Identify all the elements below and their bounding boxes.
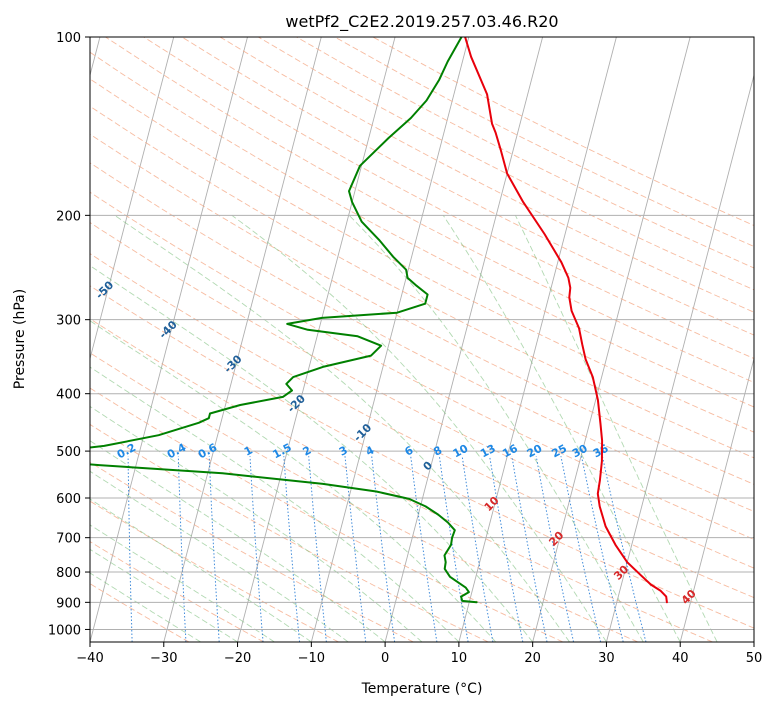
x-tick-label: 0 xyxy=(381,651,389,666)
mixing-ratio-line xyxy=(511,456,548,642)
x-tick-label: 20 xyxy=(524,651,541,666)
y-tick-label: 800 xyxy=(56,566,81,581)
isotherm-line xyxy=(458,37,617,642)
dry-adiabat xyxy=(90,221,754,569)
isotherm-line xyxy=(90,37,175,361)
dry-adiabat xyxy=(90,253,754,599)
x-tick-label: −10 xyxy=(298,651,325,666)
dry-adiabat xyxy=(90,461,414,642)
moist-adiabat xyxy=(90,320,497,642)
isotherm-line xyxy=(237,37,396,642)
dry-adiabat xyxy=(90,318,713,642)
dry-adiabat xyxy=(90,105,754,459)
dry-adiabat xyxy=(143,37,754,360)
isotherm-line xyxy=(606,73,754,642)
mixing-ratio-label: 20 xyxy=(525,442,545,461)
plot-frame xyxy=(89,36,755,643)
moist-adiabat xyxy=(90,470,349,642)
mixing-ratio-line xyxy=(371,456,396,642)
moist-adiabat xyxy=(442,215,681,642)
moist-adiabat xyxy=(114,214,570,642)
dry-adiabat xyxy=(90,191,754,540)
mixing-ratio-label: 36 xyxy=(591,442,611,461)
x-tick-label: −20 xyxy=(224,651,251,666)
y-tick-label: 1000 xyxy=(48,623,81,638)
mixing-ratio-line xyxy=(410,456,438,642)
x-tick-label: 40 xyxy=(672,651,689,666)
y-tick-label: 400 xyxy=(56,388,81,403)
pressure-gridlines xyxy=(90,37,754,630)
isotherm-lines xyxy=(90,37,754,642)
dry-adiabats xyxy=(90,37,754,642)
profile-series xyxy=(90,37,668,604)
y-axis-ticks: 1000 900 800 700 600 500 400 300 200 100 xyxy=(48,31,90,638)
y-tick-label: 100 xyxy=(56,31,81,46)
chart-title: wetPf2_C2E2.2019.257.03.46.R20 xyxy=(285,12,558,32)
y-tick-label: 900 xyxy=(56,596,81,611)
moist-adiabat xyxy=(90,405,423,642)
isotherm-line xyxy=(679,356,754,642)
temperature-profile-line xyxy=(464,37,668,604)
moist-adiabat xyxy=(90,524,275,642)
dry-adiabat xyxy=(219,37,754,313)
moist-adiabat xyxy=(514,215,718,642)
x-axis-title: Temperature (°C) xyxy=(361,681,483,697)
y-axis-title: Pressure (hPa) xyxy=(12,289,28,389)
dry-adiabat xyxy=(90,78,754,433)
dry-adiabat xyxy=(90,423,489,642)
y-tick-label: 600 xyxy=(56,492,81,507)
mixing-ratio-line xyxy=(438,456,469,642)
x-tick-label: 50 xyxy=(746,651,763,666)
dry-adiabat xyxy=(90,51,754,408)
isotherm-line xyxy=(90,37,248,642)
y-tick-label: 500 xyxy=(56,445,81,460)
isotherm-line xyxy=(384,37,544,642)
mixing-ratio-label: 10 xyxy=(451,442,471,461)
x-tick-label: −40 xyxy=(76,651,103,666)
x-axis-ticks: −40 −30 −20 −10 0 10 20 30 40 50 xyxy=(76,642,762,666)
dry-adiabat xyxy=(105,37,754,383)
dewpoint-profile-line xyxy=(90,37,478,604)
dry-adiabat xyxy=(90,583,190,642)
mixing-ratio-label: 30 xyxy=(570,442,590,461)
isotherm-line xyxy=(163,37,322,642)
y-tick-label: 200 xyxy=(56,209,81,224)
dry-adiabat xyxy=(90,133,754,485)
dry-adiabat xyxy=(90,352,639,642)
dry-adiabat xyxy=(90,387,564,642)
dry-adiabat xyxy=(90,162,754,512)
moist-adiabats xyxy=(90,214,718,642)
moist-adiabat xyxy=(348,214,644,642)
moist-adiabat xyxy=(90,265,534,642)
isotherm-line xyxy=(532,37,691,642)
dry-adiabat xyxy=(90,541,265,642)
x-tick-label: 30 xyxy=(598,651,615,666)
moist-adiabat xyxy=(231,214,607,642)
moist-adiabat xyxy=(90,366,460,642)
y-tick-label: 700 xyxy=(56,532,81,547)
mixing-ratio-label: 16 xyxy=(500,442,520,461)
mixing-ratio-line xyxy=(489,456,524,642)
x-tick-label: 10 xyxy=(451,651,468,666)
plot-area: 0.10.20.40.611.52346810131620253036-100-… xyxy=(90,37,754,642)
y-tick-label: 300 xyxy=(56,314,81,329)
mixing-ratio-line xyxy=(461,456,494,642)
mixing-ratio-label: 25 xyxy=(549,442,569,461)
mixing-ratio-label: 13 xyxy=(478,442,498,461)
moist-adiabat xyxy=(90,498,312,642)
x-tick-label: −30 xyxy=(150,651,177,666)
